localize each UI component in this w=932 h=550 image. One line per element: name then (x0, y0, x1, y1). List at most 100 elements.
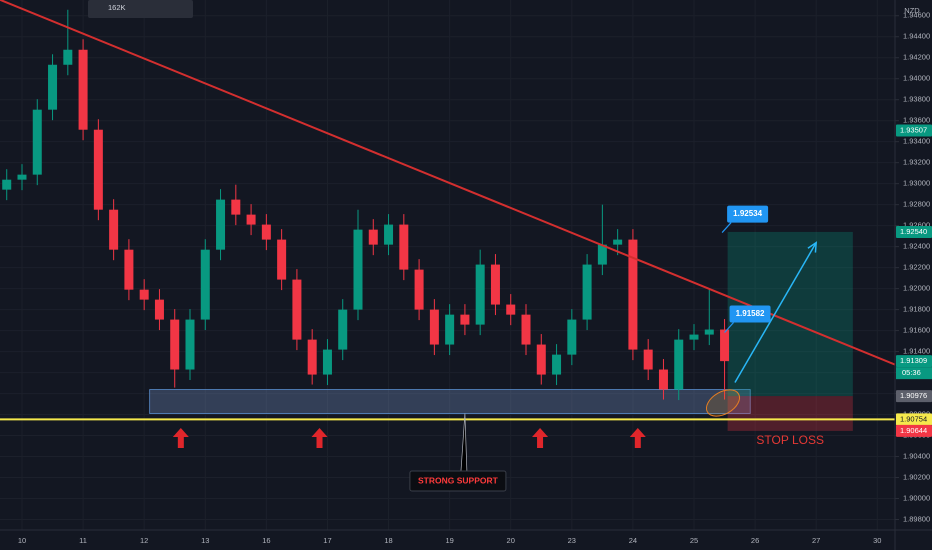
projection-arrow (734, 242, 817, 383)
support-zone (149, 389, 751, 414)
callout-label: 1.91582 (736, 309, 765, 318)
price-tag-label: 1.92540 (900, 227, 927, 236)
y-tick-label: 1.94600 (903, 11, 930, 20)
callout-box (727, 205, 769, 223)
candle-body (261, 224, 271, 240)
candle-body (200, 249, 210, 320)
candle-body (597, 244, 607, 265)
y-tick-label: 1.93200 (903, 158, 930, 167)
candle-body (460, 314, 470, 325)
candle-body (292, 279, 302, 340)
callout-label: 1.92534 (733, 209, 762, 218)
candle-body (475, 264, 485, 325)
price-tag (896, 124, 932, 137)
support-arrow (532, 428, 549, 448)
candle-body (689, 334, 699, 340)
price-tag (896, 390, 932, 403)
y-tick-label: 1.93600 (903, 116, 930, 125)
candle-body (246, 214, 256, 225)
candle-body (552, 354, 562, 375)
candle-body (277, 239, 287, 280)
candle-body (32, 109, 42, 175)
price-tag-label: 1.90976 (900, 391, 927, 400)
candle-body (353, 229, 363, 310)
callout-pointer (721, 222, 732, 233)
candle-body (368, 229, 378, 245)
price-tag-label: 1.93507 (900, 125, 927, 134)
candle-body (506, 304, 516, 315)
y-tick-label: 1.92600 (903, 221, 930, 230)
y-tick-label: 1.93000 (903, 179, 930, 188)
currency: NZD (904, 6, 920, 15)
x-tick-label: 12 (140, 536, 148, 545)
y-tick-label: 1.92400 (903, 242, 930, 251)
candle-body (521, 314, 531, 345)
y-tick-label: 1.91400 (903, 347, 930, 356)
y-tick-label: 1.92800 (903, 200, 930, 209)
x-tick-label: 11 (79, 536, 87, 545)
candle-body (628, 239, 638, 350)
support-label-box (409, 470, 507, 492)
y-tick-label: 1.93800 (903, 95, 930, 104)
countdown: 05:36 (902, 368, 921, 377)
candle-body (154, 299, 164, 320)
candle-body (78, 49, 88, 130)
y-tick-label: 1.92200 (903, 263, 930, 272)
x-tick-label: 10 (18, 536, 26, 545)
candle-body (338, 309, 348, 350)
candle-body (704, 329, 714, 335)
x-tick-label: 27 (812, 536, 820, 545)
stop-loss-label: STOP LOSS (756, 433, 824, 447)
candle-body (490, 264, 500, 305)
y-tick-label: 1.90400 (903, 452, 930, 461)
y-tick-label: 1.90000 (903, 493, 930, 502)
candle-body (63, 49, 73, 65)
x-tick-label: 20 (507, 536, 515, 545)
candle-body (720, 329, 730, 362)
y-tick-label: 1.92000 (903, 284, 930, 293)
x-tick-label: 26 (751, 536, 759, 545)
candle-body (384, 224, 394, 245)
indicator-box (88, 0, 193, 18)
candle-body (109, 209, 119, 250)
candle-body (307, 339, 317, 375)
x-tick-label: 16 (262, 536, 270, 545)
y-tick-label: 1.91600 (903, 326, 930, 335)
plot-area (0, 0, 895, 431)
y-tick-label: 1.91800 (903, 305, 930, 314)
candle-body (567, 319, 577, 355)
candle-body (2, 179, 12, 190)
candle-body (48, 64, 58, 110)
support-pointer (460, 413, 468, 473)
candle-body (613, 239, 623, 245)
x-tick-label: 17 (323, 536, 331, 545)
x-tick-label: 19 (445, 536, 453, 545)
candle-body (582, 264, 592, 320)
y-tick-label: 1.94400 (903, 32, 930, 41)
support-label: STRONG SUPPORT (418, 475, 499, 485)
candle-body (658, 369, 668, 390)
support-arrow (311, 428, 328, 448)
candle-body (124, 249, 134, 290)
candle-body (674, 339, 684, 390)
support-arrow (172, 428, 189, 448)
candle-body (399, 224, 409, 270)
candle-body (216, 199, 226, 250)
countdown-box (896, 367, 932, 380)
candle-body (170, 319, 180, 370)
price-tag-label: 1.90754 (900, 414, 927, 423)
stop-zone (727, 396, 853, 431)
candle-body (445, 314, 455, 345)
price-tag (896, 225, 932, 238)
indicator-value: 162K (108, 3, 126, 12)
callout-pointer (724, 322, 734, 333)
y-tick-label: 1.94000 (903, 74, 930, 83)
trendline (0, 0, 895, 366)
candle-body (414, 269, 424, 310)
candle-body (322, 349, 332, 375)
x-tick-label: 18 (384, 536, 392, 545)
price-tag-label: 1.91309 (900, 356, 927, 365)
projection-arrowhead (807, 241, 818, 253)
price-tag (896, 413, 932, 426)
